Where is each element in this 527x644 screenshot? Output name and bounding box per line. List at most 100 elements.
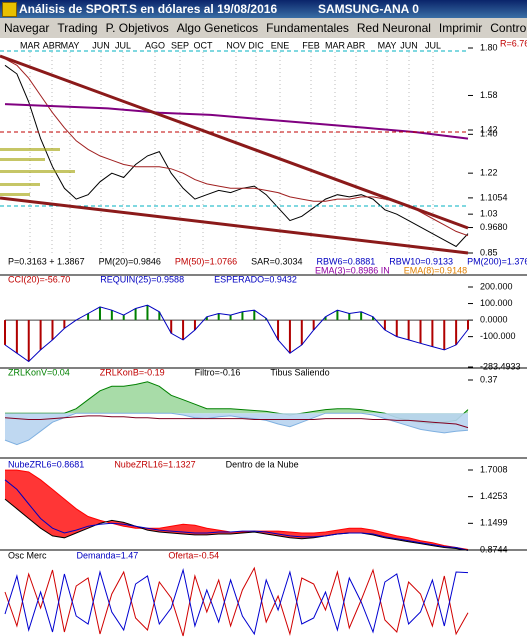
histogram-bar	[348, 313, 351, 321]
indicator-label: Demanda=1.47	[77, 550, 139, 560]
series-line	[4, 304, 469, 363]
indicator-label: PM(50)=1.0766	[175, 256, 237, 266]
histogram-bar	[324, 316, 327, 321]
menu-bar: Navegar Trading P. Objetivos Algo Geneticos…	[0, 18, 527, 38]
series-line	[4, 58, 469, 237]
histogram-bar	[455, 320, 458, 345]
series-line	[4, 415, 469, 429]
indicator-label: SAR=0.3034	[251, 256, 302, 266]
histogram-bar	[205, 316, 208, 321]
histogram-bar	[372, 316, 375, 321]
indicator-label: ESPERADO=0.9432	[214, 274, 297, 284]
y-tick-label: 1.1054	[480, 192, 508, 202]
histogram-bar	[241, 311, 244, 321]
month-label: AGO	[145, 40, 165, 50]
histogram-bar	[98, 306, 101, 321]
y-tick-label: 0.37	[480, 374, 498, 384]
series-line	[4, 479, 469, 551]
menu-item[interactable]: Controles	[490, 21, 527, 35]
histogram-bar	[146, 305, 149, 321]
indicator-label: ZRLKonV=0.04	[8, 367, 70, 377]
histogram-bar	[27, 320, 30, 362]
month-label: DIC	[248, 40, 264, 50]
indicator-label: NubeZRL16=1.1327	[114, 459, 195, 469]
histogram-bar	[419, 320, 422, 344]
histogram-bar	[170, 320, 173, 334]
menu-item[interactable]: Red Neuronal	[356, 21, 431, 35]
indicator-label: Oferta=-0.54	[168, 550, 219, 560]
month-label: ABR	[347, 40, 366, 50]
month-label: JUN	[92, 40, 110, 50]
y-tick-label: 1.03	[480, 209, 498, 219]
indicator-label: EMA(8)=0.9148	[404, 265, 467, 275]
menu-item[interactable]: Trading	[57, 21, 98, 35]
app-icon	[2, 2, 17, 17]
instrument-name: SAMSUNG-ANA 0	[318, 2, 419, 16]
histogram-bar	[39, 320, 42, 350]
histogram-bar	[217, 313, 220, 321]
histogram-bar	[300, 320, 303, 345]
y-tick-label: 1.1499	[480, 518, 508, 528]
y-tick-label: 0.8744	[480, 544, 508, 554]
histogram-bar	[360, 311, 363, 321]
histogram-bar	[15, 320, 18, 354]
series-line	[4, 568, 469, 636]
histogram-bar	[193, 320, 196, 331]
histogram-bar	[51, 320, 54, 340]
y-tick-label: -100.000	[480, 331, 516, 341]
month-label: FEB	[302, 40, 320, 50]
histogram-bar	[87, 313, 90, 321]
menu-item[interactable]: Algo Geneticos	[176, 21, 259, 35]
y-tick-label: 1.58	[480, 90, 498, 100]
month-label: MAY	[378, 40, 397, 50]
histogram-bar	[312, 320, 315, 331]
histogram-bar	[277, 320, 280, 340]
histogram-bar	[336, 310, 339, 321]
month-label: OCT	[194, 40, 214, 50]
window-title: Análisis de SPORT.S en dólares al 19/08/…	[19, 2, 278, 16]
indicator-label: RBW6=0.8881	[316, 256, 375, 266]
indicator-label: NubeZRL6=0.8681	[8, 459, 84, 469]
month-label: JUL	[115, 40, 131, 50]
series-line	[4, 566, 469, 637]
month-label: MAY	[61, 40, 80, 50]
indicator-label: P=0.3163 + 1.3867	[8, 256, 85, 266]
y-tick-label: 1.40	[480, 129, 498, 139]
y-tick-label: 1.4253	[480, 491, 508, 501]
corner-label: R=6.76	[500, 38, 527, 48]
y-tick-label: 1.80	[480, 42, 498, 52]
histogram-bar	[395, 320, 398, 337]
histogram-bar	[431, 320, 434, 347]
histogram-bar	[182, 320, 185, 340]
menu-item[interactable]: Imprimir	[438, 21, 483, 35]
chart-area: MAR ABR MAY JUN JUL AGO SEP OCT NOV DIC ENE FEB MAR A…	[0, 38, 527, 637]
histogram-bar	[4, 320, 6, 345]
menu-item[interactable]: Navegar	[4, 21, 50, 35]
y-tick-label: 1.7008	[480, 464, 508, 474]
menu-item[interactable]: P. Objetivos	[105, 21, 169, 35]
indicator-label: ZRLKonB=-0.19	[100, 367, 165, 377]
y-tick-label: 1.42	[480, 124, 498, 134]
indicator-label: PM(200)=1.3761	[467, 256, 527, 266]
indicator-label: PM(20)=0.9846	[99, 256, 161, 266]
month-label: MAR	[325, 40, 346, 50]
menu-item[interactable]: Fundamentales	[266, 21, 349, 35]
y-tick-label: 1.22	[480, 168, 498, 178]
indicator-label: Osc Merc	[8, 550, 47, 560]
month-label: JUL	[425, 40, 441, 50]
month-label: NOV	[226, 40, 246, 50]
indicator-label: Filtro=-0.16	[195, 367, 241, 377]
y-tick-label: 0.9680	[480, 222, 508, 232]
y-tick-label: 0.85	[480, 247, 498, 257]
histogram-bar	[158, 311, 161, 321]
histogram-bar	[110, 310, 113, 321]
month-label: ENE	[271, 40, 290, 50]
indicator-label: EMA(3)=0.8986 IN	[315, 265, 390, 275]
histogram-bar	[467, 320, 469, 330]
area-fill	[5, 470, 468, 551]
y-tick-label: 0.0000	[480, 314, 508, 324]
histogram-bar	[122, 315, 125, 321]
histogram-bar	[443, 320, 446, 350]
histogram-bar	[288, 320, 291, 354]
